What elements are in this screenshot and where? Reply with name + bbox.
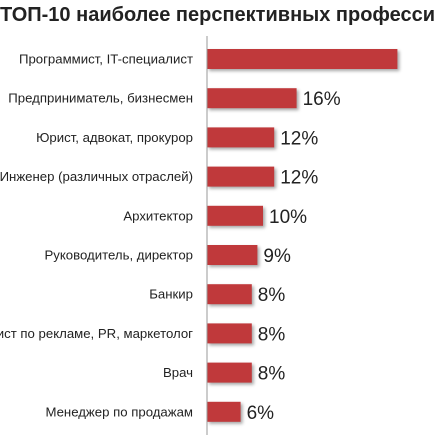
bar-3 [207,127,275,148]
category-label-2: Предприниматель, бизнесмен [8,91,193,106]
bar-10 [207,401,241,422]
value-label-3: 12% [280,128,318,149]
bar-6 [207,245,258,265]
value-label-9: 8% [258,364,286,385]
bars-layer [207,49,398,422]
value-label-8: 8% [258,324,286,345]
value-label-6: 9% [263,246,291,267]
category-label-8: Специалист по рекламе, PR, маркетолог [0,326,193,341]
bar-chart: Программист, IT-специалист Предпринимател… [0,36,398,435]
category-label-9: Врач [163,365,193,380]
bar-2 [207,88,297,109]
bar-7 [207,284,252,305]
category-label-1: Программист, IT-специалист [19,52,193,67]
bar-8 [207,323,252,344]
chart-title: ТОП-10 наиболее перспективных профессий [0,4,435,26]
value-label-7: 8% [258,285,286,306]
value-label-4: 12% [280,168,318,189]
bar-9 [207,362,252,383]
bar-4 [207,166,275,187]
value-label-5: 10% [269,207,307,228]
category-label-5: Архитектор [123,208,193,223]
labels-layer: Программист, IT-специалист Предпринимател… [0,52,341,424]
value-label-10: 6% [247,403,275,424]
category-label-7: Банкир [149,287,193,302]
category-label-3: Юрист, адвокат, прокурор [36,130,193,145]
category-label-10: Менеджер по продажам [45,404,193,419]
bar-1 [207,49,398,69]
value-label-2: 16% [303,89,341,110]
bar-5 [207,205,263,226]
category-label-6: Руководитель, директор [45,248,194,263]
category-label-4: Инженер (различных отраслей) [0,169,193,184]
